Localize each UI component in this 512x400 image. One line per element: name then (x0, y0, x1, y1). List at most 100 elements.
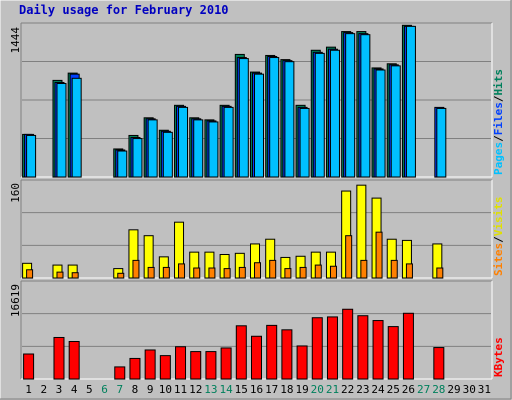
day-label: 28 (432, 383, 445, 396)
sites-bar (56, 271, 64, 279)
sites-bar (117, 272, 125, 279)
kbytes-bar (251, 335, 262, 380)
pages-bar (254, 73, 264, 178)
sites-bar (345, 235, 353, 279)
sites-bar (299, 266, 307, 279)
sites-bar (405, 263, 413, 279)
day-label: 3 (56, 383, 63, 396)
pages-bar (329, 49, 340, 178)
kbytes-bar (402, 312, 414, 380)
kbytes-bar (220, 347, 232, 380)
day-label: 18 (280, 383, 293, 396)
pages-bar (360, 34, 371, 178)
pages-bar (208, 121, 219, 178)
legend-hits-files-pages: Pages/Files/Hits (492, 69, 505, 175)
visits-sites-panel (20, 179, 493, 279)
kbytes-bar (53, 336, 65, 380)
kbytes-bar (326, 316, 338, 380)
kbytes-panel (20, 280, 493, 380)
sites-bar (269, 259, 277, 279)
pages-bar (178, 106, 189, 178)
sites-bar (284, 268, 292, 279)
day-label: 7 (116, 383, 123, 396)
kbytes-bar (23, 353, 35, 380)
sites-bar (390, 259, 398, 279)
pages-bar (299, 107, 310, 178)
pages-bar (71, 77, 82, 178)
day-label: 11 (174, 383, 187, 396)
hits-files-pages-panel (20, 22, 493, 178)
legend-sep-1: / (492, 135, 505, 142)
kbytes-bar (144, 349, 156, 380)
day-label: 14 (219, 383, 233, 396)
sites-bar (223, 268, 231, 279)
sites-bar (147, 266, 155, 279)
sites-bar (375, 231, 383, 279)
pages-bar (56, 83, 67, 178)
kbytes-bar (311, 317, 323, 380)
day-label: 1 (25, 383, 32, 396)
pages-bar (26, 134, 37, 178)
sites-bar (132, 259, 140, 279)
kbytes-bar (129, 357, 141, 380)
kbytes-bar (190, 351, 202, 380)
chart-title: Daily usage for February 2010 (19, 3, 229, 17)
day-label: 19 (295, 383, 308, 396)
day-label: 2 (40, 383, 47, 396)
pages-bar (238, 58, 249, 178)
sites-bar (178, 263, 186, 279)
kbytes-bar (266, 324, 278, 380)
day-label: 5 (86, 383, 93, 396)
day-label: 13 (204, 383, 217, 396)
pages-bar (223, 106, 234, 178)
pages-bar (436, 107, 447, 178)
sites-bar (26, 269, 34, 279)
day-label: 16 (250, 383, 263, 396)
kbytes-bar (68, 341, 80, 380)
legend-files: Files (492, 102, 505, 135)
day-axis-labels: 1 2 3 4 5 6 7 8 9 10 11 12 13 14 15 16 17 18 19 20 21 22 23 24 2… (25, 383, 491, 396)
day-label: 24 (371, 383, 385, 396)
pages-bar (132, 138, 143, 178)
kbytes-bar (175, 346, 187, 380)
sites-bar (162, 266, 170, 279)
sites-bar (238, 266, 246, 279)
day-label: 4 (71, 383, 78, 396)
kbytes-max-label: 16619 (9, 284, 22, 317)
day-label: 30 (463, 383, 476, 396)
day-label: 6 (101, 383, 108, 396)
kbytes-bar (433, 347, 445, 380)
legend-hits: Hits (492, 69, 505, 96)
sites-bar (436, 267, 444, 279)
pages-bar (375, 69, 386, 178)
day-label: 15 (235, 383, 248, 396)
kbytes-bar (281, 329, 293, 380)
day-label: 21 (326, 383, 339, 396)
day-label: 12 (189, 383, 202, 396)
kbytes-bar (235, 325, 247, 380)
pages-bar (117, 150, 128, 178)
kbytes-bar (296, 345, 308, 380)
sites-bar (193, 267, 201, 279)
day-label: 27 (417, 383, 430, 396)
kbytes-bar (114, 366, 126, 380)
sites-bar (71, 272, 79, 279)
sites-bar (360, 259, 368, 279)
pages-bar (284, 61, 295, 178)
pages-bar (162, 131, 173, 178)
pages-bar (345, 33, 356, 178)
legend-kbytes: KBytes (492, 337, 505, 377)
kbytes-bar (159, 355, 171, 380)
legend-sites: Sites (492, 243, 505, 276)
legend-pages: Pages (492, 142, 505, 175)
sites-bar (314, 264, 322, 279)
legend-sep-2: / (492, 95, 505, 102)
day-label: 8 (132, 383, 139, 396)
pages-bar (193, 119, 204, 178)
kbytes-bar (357, 315, 369, 380)
kbytes-bar (342, 308, 354, 380)
visits-max-label: 160 (9, 183, 22, 203)
legend-sep-3: / (492, 236, 505, 243)
kbytes-bar (387, 326, 399, 380)
